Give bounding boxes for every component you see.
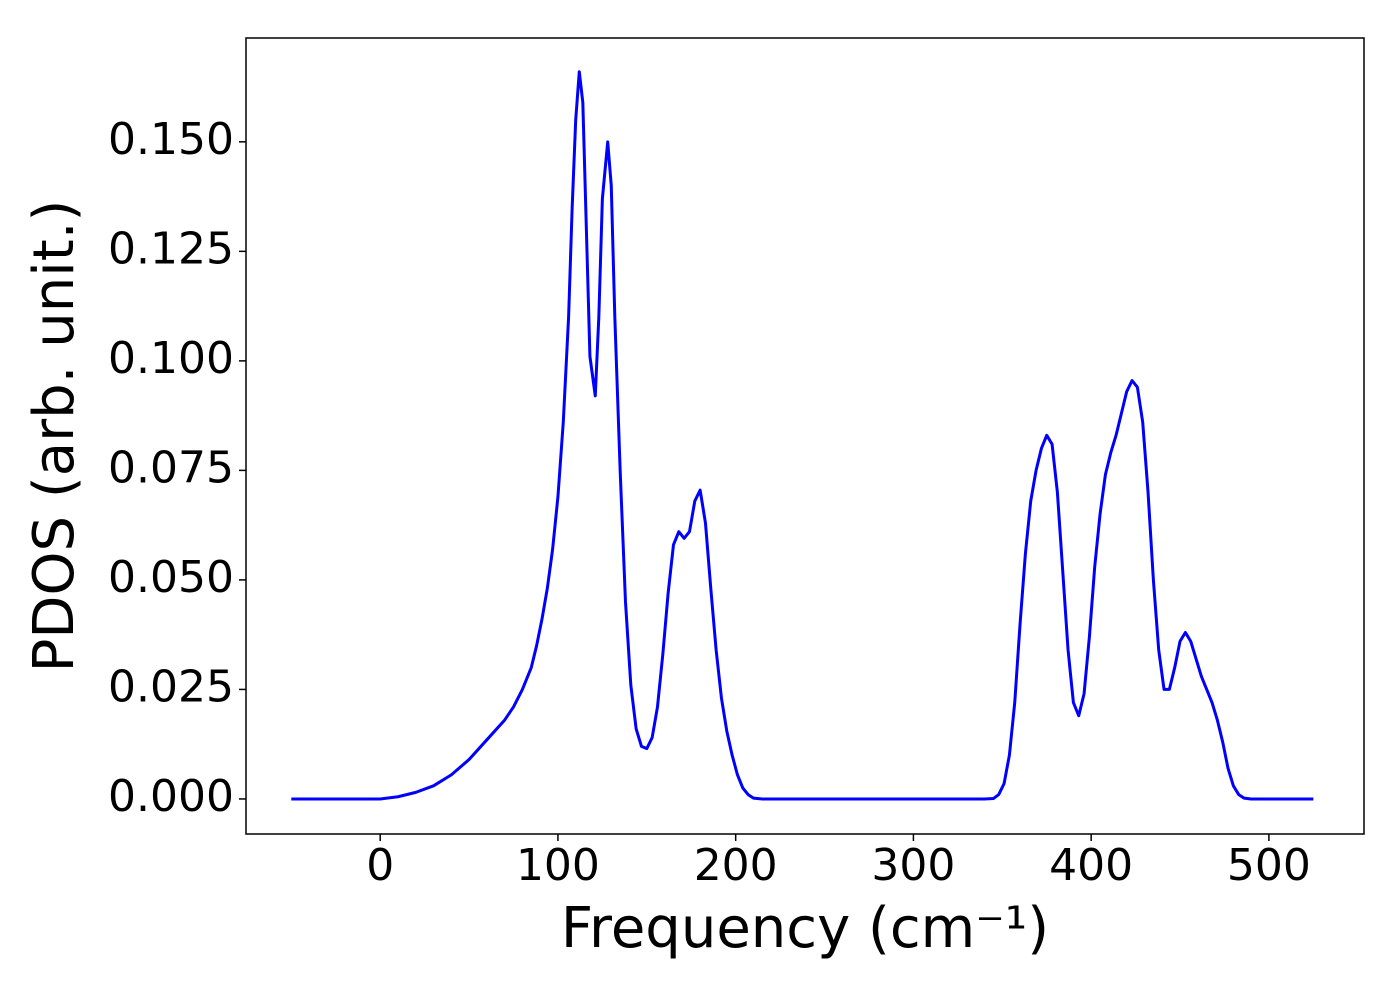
plot-frame	[245, 37, 1365, 835]
x-tick-label: 300	[871, 840, 955, 891]
y-tick-label: 0.050	[108, 552, 234, 603]
y-tick-label: 0.125	[108, 223, 234, 274]
y-tick-label: 0.000	[108, 771, 234, 822]
x-tick-label: 500	[1227, 840, 1311, 891]
y-tick-label: 0.150	[108, 114, 234, 165]
y-tick-label: 0.075	[108, 442, 234, 493]
y-axis-label: PDOS (arb. unit.)	[22, 200, 87, 673]
line	[291, 70, 1314, 801]
x-tick-label: 200	[694, 840, 778, 891]
y-tick-label: 0.100	[108, 333, 234, 384]
x-tick-label: 100	[516, 840, 600, 891]
x-tick-label: 0	[366, 840, 394, 891]
x-tick-label: 400	[1049, 840, 1133, 891]
x-axis-label: Frequency (cm⁻¹)	[561, 896, 1049, 961]
y-tick-label: 0.025	[108, 661, 234, 712]
